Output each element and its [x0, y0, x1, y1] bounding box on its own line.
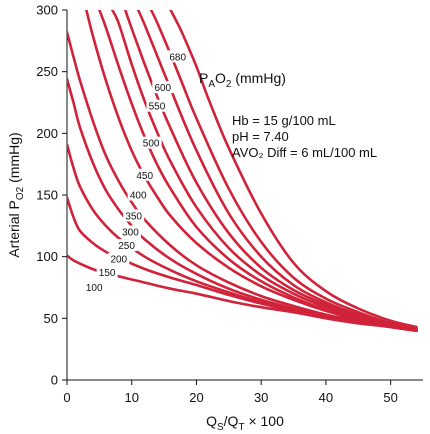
curve-label-450: 450	[136, 171, 153, 182]
curve-label-300: 300	[122, 228, 139, 239]
curve-label-100: 100	[86, 283, 103, 294]
curve-label-background	[83, 281, 105, 293]
legend-title: PAO2 (mmHg)	[199, 70, 286, 90]
curve-label-background	[152, 81, 174, 94]
y-tick-label: 50	[44, 311, 58, 326]
curve-pao2-100	[67, 254, 418, 332]
x-tick-label: 10	[124, 390, 138, 405]
x-tick-label: 50	[383, 390, 397, 405]
x-tick-label: 40	[319, 390, 333, 405]
isopleth-curves	[67, 10, 418, 332]
y-tick-label: 150	[36, 188, 58, 203]
curve-label-600: 600	[154, 83, 171, 94]
y-tick-label: 100	[36, 249, 58, 264]
curve-label-background	[116, 239, 138, 252]
x-tick-label: 0	[63, 390, 70, 405]
y-axis-title: Arterial PO2 (mmHg)	[6, 132, 26, 257]
x-tick-label: 30	[254, 390, 268, 405]
y-tick-label: 200	[36, 126, 58, 141]
curve-label-500: 500	[143, 139, 160, 150]
curve-label-background	[127, 188, 149, 201]
curve-label-background	[108, 252, 130, 265]
x-axis-title: QS/QT × 100	[206, 413, 284, 433]
curve-label-550: 550	[149, 102, 166, 113]
curve-label-background	[140, 136, 162, 149]
curve-label-150: 150	[99, 268, 116, 279]
y-tick-label: 0	[51, 373, 58, 388]
x-axis-ticks: 0 10 20 30 40 50	[63, 380, 398, 405]
curve-label-background	[167, 50, 189, 63]
curve-label-background	[146, 99, 168, 112]
curve-label-background	[134, 168, 156, 181]
curve-pao2-550	[136, 10, 418, 331]
curve-label-background	[96, 266, 118, 279]
curve-label-400: 400	[130, 191, 147, 202]
curve-label-background	[123, 209, 145, 222]
curve-label-680: 680	[169, 52, 186, 63]
curve-pao2-400	[98, 10, 418, 331]
curve-label-background	[119, 225, 141, 238]
annotation-avo2-diff: AVO₂ Diff = 6 mL/100 mL	[232, 145, 377, 160]
curve-label-250: 250	[118, 241, 135, 252]
curve-label-350: 350	[125, 211, 142, 222]
y-tick-label: 300	[36, 3, 58, 18]
annotation-hb: Hb = 15 g/100 mL	[232, 113, 336, 128]
x-tick-label: 20	[189, 390, 203, 405]
curve-labels: 100 150 200 250 300 350 400 450 500 550 600 680	[83, 50, 189, 294]
curve-pao2-680	[169, 10, 418, 329]
annotation-ph: pH = 7.40	[232, 129, 289, 144]
y-axis-ticks: 0 50 100 150 200 250 300	[36, 3, 67, 388]
y-tick-label: 250	[36, 64, 58, 79]
curve-pao2-300	[67, 30, 418, 332]
curve-label-200: 200	[110, 255, 127, 266]
